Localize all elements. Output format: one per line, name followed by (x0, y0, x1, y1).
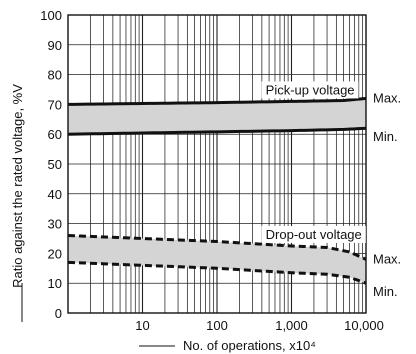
band-name-label: Drop-out voltage (266, 227, 362, 242)
y-axis-label: Ratio against the rated voltage, %V (10, 84, 25, 288)
min-label: Min. (373, 129, 398, 144)
y-tick-label: 90 (48, 38, 62, 53)
band-name-background (261, 225, 366, 243)
y-tick-label: 80 (48, 68, 62, 83)
plot-frame (67, 14, 367, 314)
series-line-lower (67, 260, 367, 285)
x-tick-label: 10,000 (344, 318, 384, 333)
band-name-background (261, 81, 359, 99)
ticks: 0 10 20 30 40 50 60 70 80 90 100 10 100 1,000 10,000 (40, 8, 384, 333)
x-tick-label: 100 (206, 318, 228, 333)
y-tick-label: 30 (48, 217, 62, 232)
series-labels: Max. Min. Pick-up voltage Max. Min. Drop-out … (261, 81, 401, 299)
series-lines (67, 96, 367, 285)
max-label: Max. (373, 90, 401, 105)
series-line-upper (67, 96, 367, 106)
y-tick-label: 10 (48, 276, 62, 291)
max-label: Max. (373, 251, 401, 266)
y-tick-label: 40 (48, 187, 62, 202)
x-tick-label: 10 (135, 318, 149, 333)
y-tick-label: 20 (48, 246, 62, 261)
y-tick-label: 50 (48, 157, 62, 172)
series-line-upper (67, 234, 367, 261)
x-axis-label: No. of operations, x10⁴ (183, 338, 316, 353)
band-fill (68, 98, 366, 135)
x-tick-label: 1,000 (275, 318, 308, 333)
min-label: Min. (373, 284, 398, 299)
series-line-lower (67, 126, 367, 136)
y-tick-label: 70 (48, 97, 62, 112)
y-tick-label: 60 (48, 127, 62, 142)
band-name-label: Pick-up voltage (266, 82, 355, 97)
y-tick-label: 0 (55, 306, 62, 321)
y-tick-label: 100 (40, 8, 62, 23)
